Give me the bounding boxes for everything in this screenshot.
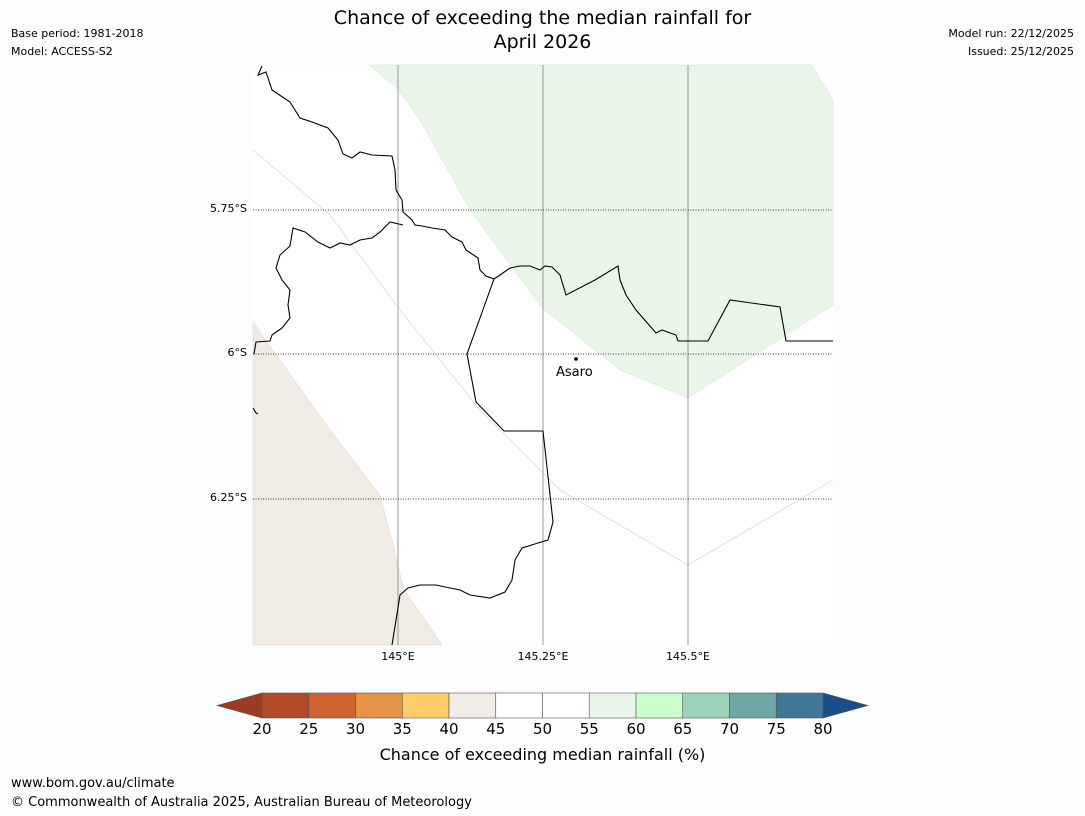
title-line-1: Chance of exceeding the median rainfall … <box>333 7 752 29</box>
colorbar-title: Chance of exceeding median rainfall (%) <box>379 745 706 764</box>
model-name: Model: ACCESS-S2 <box>11 45 113 58</box>
title-line-2: April 2026 <box>493 31 592 53</box>
issued-date: Issued: 25/12/2025 <box>967 45 1074 58</box>
colorbar-tick-label: 35 <box>392 720 412 738</box>
colorbar-segment <box>448 692 497 719</box>
colorbar-tick-label: 60 <box>626 720 646 738</box>
lon-label-145: 145°E <box>381 650 415 663</box>
green-region <box>368 64 834 399</box>
meta-right: Model run: 22/12/2025 Issued: 25/12/2025 <box>948 25 1074 61</box>
asaro-marker <box>574 357 578 361</box>
colorbar-tick-label: 45 <box>486 720 506 738</box>
lon-label-145-5: 145.5°E <box>666 650 710 663</box>
colorbar-segment <box>588 692 637 719</box>
province-boundary-north <box>256 65 833 342</box>
colorbar-tick-label: 25 <box>299 720 319 738</box>
lat-label-6: 6°S <box>227 346 247 359</box>
model-run: Model run: 22/12/2025 <box>948 27 1074 40</box>
colorbar-tick-label: 30 <box>345 720 366 738</box>
colorbar-segment <box>775 692 824 719</box>
colorbar-segment <box>308 692 356 719</box>
province-boundary-west <box>253 221 404 355</box>
lon-label-145-25: 145.25°E <box>517 650 569 663</box>
colorbar-tick-label: 50 <box>532 720 553 738</box>
asaro-label: Asaro <box>556 365 593 380</box>
colorbar-segment <box>261 692 310 719</box>
colorbar-tick-label: 70 <box>719 720 740 738</box>
colorbar-tick-label: 40 <box>439 720 459 738</box>
map-title: Chance of exceeding the median rainfall … <box>0 6 1085 54</box>
footer-copyright: © Commonwealth of Australia 2025, Austra… <box>11 795 472 810</box>
colorbar-tick-label: 20 <box>252 720 272 738</box>
lat-label-6-25: 6.25°S <box>210 491 247 504</box>
base-period: Base period: 1981-2018 <box>11 27 144 40</box>
lat-label-5-75: 5.75°S <box>210 202 247 215</box>
colorbar-tick-label: 55 <box>579 720 599 738</box>
colorbar-segment <box>495 692 543 719</box>
colorbar-extend-high <box>822 692 870 719</box>
colorbar-tick-label: 80 <box>813 720 833 738</box>
colorbar-tick-label: 75 <box>766 720 786 738</box>
colorbar-segment <box>542 692 590 719</box>
colorbar-segment <box>401 692 450 719</box>
colorbar-segment <box>635 692 684 719</box>
colorbar-segment <box>682 692 730 719</box>
province-boundary-main <box>391 278 554 646</box>
coast-fragment <box>252 407 259 415</box>
footer-url[interactable]: www.bom.gov.au/climate <box>11 776 175 791</box>
colorbar-segment <box>729 692 777 719</box>
colorbar-tick-label: 65 <box>673 720 693 738</box>
colorbar-segment <box>355 692 403 719</box>
meta-left: Base period: 1981-2018 Model: ACCESS-S2 <box>11 25 143 61</box>
colorbar-extend-low <box>215 692 263 719</box>
